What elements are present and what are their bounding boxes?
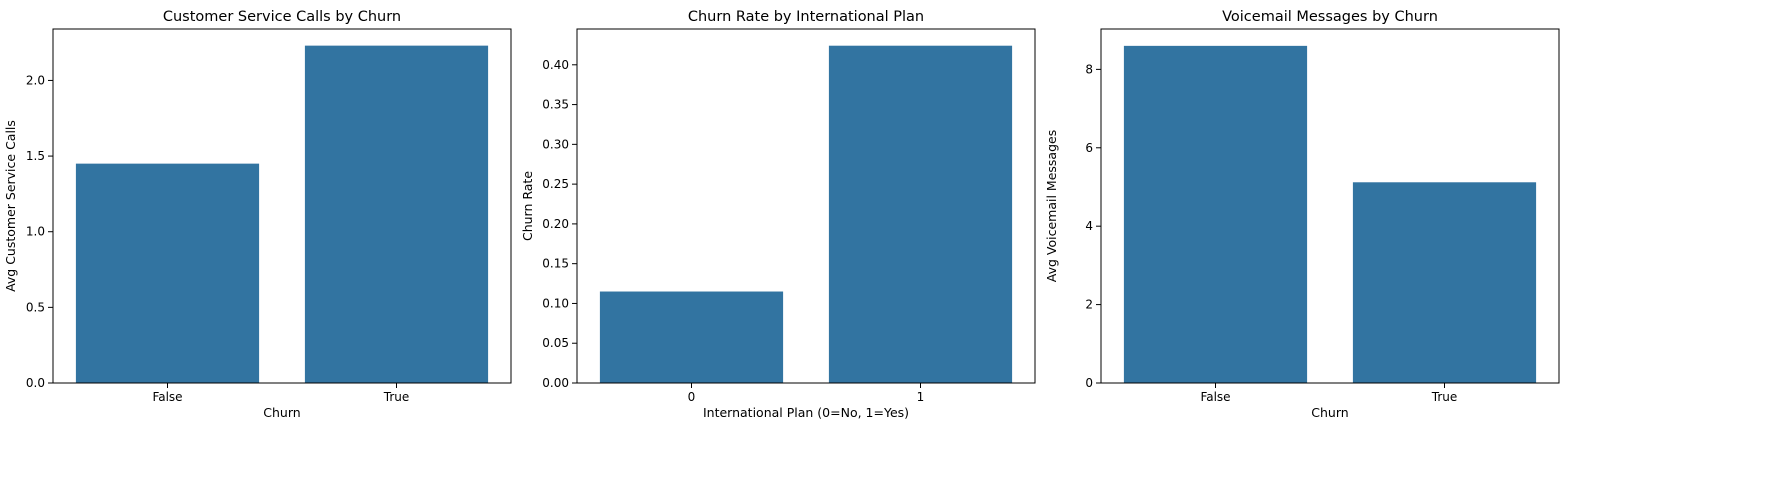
chart-title: Voicemail Messages by Churn	[1222, 9, 1438, 25]
y-tick-label: 1.5	[26, 149, 45, 163]
x-tick-label: False	[152, 390, 182, 404]
y-tick-label: 6	[1085, 141, 1093, 155]
plot-frame	[1100, 28, 1560, 384]
bar-1	[828, 45, 1013, 383]
y-tick-label: 0.00	[542, 376, 569, 390]
chart-panel-3: False True 0 2 4 6 8 Voicemail Messages by Chur…	[1044, 9, 1560, 420]
y-axis-label: Churn Rate	[520, 171, 535, 241]
x-tick-label: 1	[917, 390, 925, 404]
chart-title: Customer Service Calls by Churn	[163, 9, 401, 25]
x-axis-label: Churn	[263, 405, 300, 420]
y-tick-label: 0	[1085, 376, 1093, 390]
x-axis-label: International Plan (0=No, 1=Yes)	[703, 405, 909, 420]
bar-False	[75, 163, 260, 383]
y-tick-label: 0.05	[542, 336, 569, 350]
chart-title: Churn Rate by International Plan	[688, 9, 924, 25]
x-axis-label: Churn	[1311, 405, 1348, 420]
x-tick-label: False	[1200, 390, 1230, 404]
bar-False	[1123, 45, 1308, 383]
y-tick-label: 0.20	[542, 217, 569, 231]
y-tick-label: 8	[1085, 62, 1093, 76]
y-tick-label: 0.0	[26, 376, 45, 390]
y-axis-label: Avg Customer Service Calls	[3, 120, 18, 292]
y-axis-label: Avg Voicemail Messages	[1044, 130, 1059, 282]
x-tick-label: 0	[688, 390, 696, 404]
y-tick-label: 2.0	[26, 73, 45, 87]
bar-0	[599, 291, 784, 383]
bar-True	[304, 45, 489, 384]
y-tick-label: 0.30	[542, 137, 569, 151]
y-tick-label: 0.35	[542, 98, 569, 112]
chart-panel-2: 0 1 0.00 0.05 0.10 0.15 0.20 0.25 0.30 0.35 0.40 Ch…	[520, 9, 1036, 420]
chart-panel-1: False True 0.0 0.5 1.0 1.5 2.0 Customer Service…	[3, 9, 512, 420]
y-tick-label: 2	[1085, 298, 1093, 312]
x-tick-label: True	[1431, 390, 1458, 404]
y-tick-label: 4	[1085, 219, 1093, 233]
y-tick-label: 0.40	[542, 58, 569, 72]
plot-frame	[52, 28, 512, 384]
y-tick-label: 0.5	[26, 300, 45, 314]
y-tick-label: 1.0	[26, 225, 45, 239]
y-tick-label: 0.10	[542, 296, 569, 310]
y-tick-label: 0.15	[542, 257, 569, 271]
plot-frame	[576, 28, 1036, 384]
bar-True	[1352, 182, 1537, 383]
y-tick-label: 0.25	[542, 177, 569, 191]
x-tick-label: True	[383, 390, 410, 404]
